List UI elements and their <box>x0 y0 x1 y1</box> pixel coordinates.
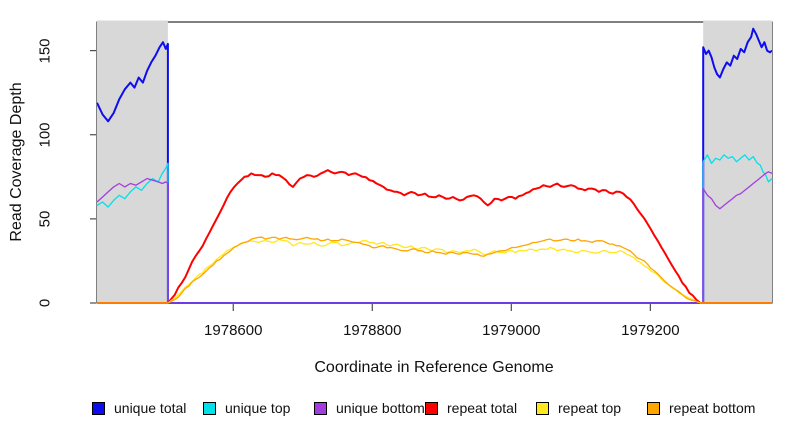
y-axis-title: Read Coverage Depth <box>8 82 25 242</box>
series-line-unique-total <box>96 27 773 304</box>
legend-item-repeat-top: repeat top <box>536 398 621 418</box>
series-line-repeat-top <box>97 238 772 304</box>
x-tick-label: 1978800 <box>343 322 402 339</box>
legend-swatch-icon <box>203 401 216 415</box>
shaded-region <box>97 20 168 303</box>
y-tick-label: 100 <box>36 122 54 148</box>
y-tick-label: 50 <box>36 210 54 228</box>
legend-swatch-icon <box>92 401 105 415</box>
x-tick-label: 1979000 <box>482 322 541 339</box>
legend-swatch-icon <box>647 401 660 415</box>
legend-swatch-icon <box>314 401 327 415</box>
legend-item-repeat-bottom: repeat bottom <box>647 398 755 418</box>
legend-label: unique bottom <box>336 400 425 416</box>
legend-swatch-icon <box>425 401 438 415</box>
legend-item-unique-bottom: unique bottom <box>314 398 425 418</box>
legend-label: unique total <box>114 400 187 416</box>
legend-item-repeat-total: repeat total <box>425 398 517 418</box>
legend-item-unique-top: unique top <box>203 398 290 418</box>
legend-label: repeat total <box>447 400 518 416</box>
legend-swatch-icon <box>536 401 549 415</box>
x-tick-label: 1979200 <box>621 322 680 339</box>
series-line-unique-top <box>96 154 773 304</box>
legend-label: repeat top <box>558 400 622 416</box>
series-line-repeat-total <box>97 169 772 304</box>
y-tick-label: 150 <box>36 38 54 64</box>
series-line-repeat-bottom <box>97 236 772 304</box>
x-axis-title: Coordinate in Reference Genome <box>314 359 554 376</box>
series-line-unique-bottom <box>96 171 773 304</box>
plot-frame <box>96 21 773 304</box>
legend-item-unique-total: unique total <box>92 398 186 418</box>
legend-label: repeat bottom <box>669 400 756 416</box>
x-tick-label: 1978600 <box>204 322 263 339</box>
legend-label: unique top <box>225 400 291 416</box>
y-tick-label: 0 <box>36 298 54 308</box>
plot-legend: unique total unique top unique bottom repea… <box>0 398 792 422</box>
